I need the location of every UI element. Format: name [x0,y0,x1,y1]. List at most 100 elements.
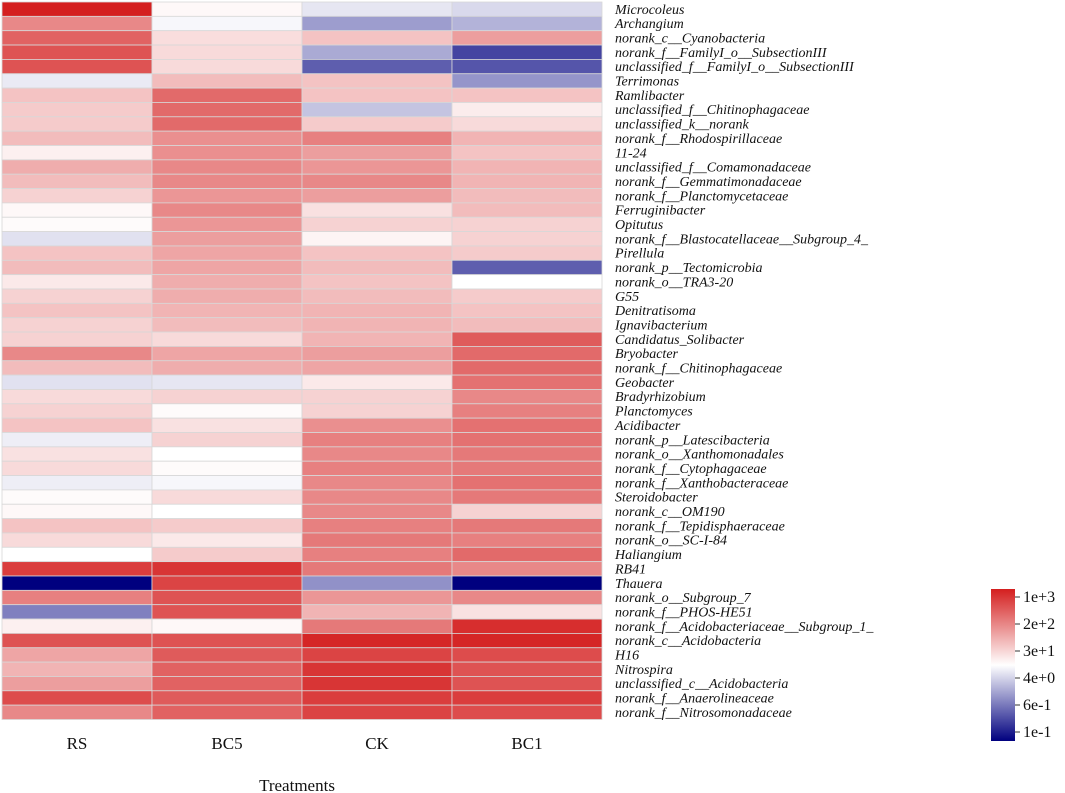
heatmap-cell [301,532,453,548]
x-axis-title: Treatments [259,776,335,793]
heatmap-cell [451,374,603,390]
heatmap-cell [301,446,453,462]
heatmap-cell [451,102,603,118]
heatmap-cell [151,704,303,720]
heatmap-cell [301,604,453,620]
column-label: BC5 [211,734,242,753]
heatmap-cell [451,44,603,60]
heatmap-cell [151,618,303,634]
heatmap-cell [451,446,603,462]
heatmap-cell [301,575,453,591]
row-label: Bryobacter [615,347,679,362]
row-label: norank_f__PHOS-HE51 [615,605,753,620]
row-label: norank_f__Chitinophagaceae [615,362,782,377]
heatmap-cell [301,87,453,103]
heatmap-cell [151,561,303,577]
heatmap-cell [301,589,453,606]
row-label: Ignavibacterium [614,318,708,333]
heatmap-cell [301,460,453,476]
heatmap-cell [1,145,153,161]
heatmap-cell [451,518,603,534]
heatmap-cell [151,102,303,118]
heatmap-cell [451,475,603,491]
heatmap-cell [451,15,603,32]
heatmap-cell [151,216,303,233]
heatmap-cell [301,546,453,563]
heatmap-cell [301,130,453,146]
heatmap-cell [151,259,303,276]
row-label: norank_f__Planctomycetaceae [615,189,788,204]
heatmap-cell [1,446,153,462]
heatmap-cell [151,317,303,333]
heatmap-cell [151,604,303,620]
heatmap-cell [151,360,303,376]
heatmap-cell [451,216,603,233]
heatmap-cell [1,288,153,304]
heatmap-cell [1,102,153,118]
row-label: Archangium [614,17,684,32]
heatmap-cell [151,403,303,419]
row-label: norank_o__Xanthomonadales [615,448,784,463]
row-label: unclassified_f__Comamonadaceae [615,161,811,176]
heatmap-cells [1,1,603,720]
heatmap-cell [1,389,153,405]
row-label: norank_o__Subgroup_7 [615,591,752,606]
heatmap-cell [301,15,453,32]
heatmap-cell [151,489,303,505]
heatmap-cell [1,417,153,433]
heatmap-cell [151,188,303,204]
heatmap-cell [451,288,603,304]
heatmap-cell [451,345,603,362]
row-label: unclassified_c__Acidobacteria [615,677,788,692]
heatmap-cell [451,188,603,204]
row-label: norank_f__Rhodospirillaceae [615,132,782,147]
heatmap-cell [151,518,303,534]
heatmap-cell [451,73,603,89]
heatmap-cell [151,661,303,677]
heatmap-cell [1,676,153,692]
color-legend: 1e+3 2e+2 3e+1 4e+0 6e-1 1e-1 [991,589,1055,741]
heatmap-cell [1,116,153,132]
heatmap-cell [151,647,303,663]
legend-label: 1e-1 [1023,724,1051,741]
row-label: Candidatus_Solibacter [615,333,745,348]
legend-label: 4e+0 [1023,670,1055,687]
heatmap-cell [151,460,303,476]
row-label: unclassified_f__Chitinophagaceae [615,103,809,118]
row-label: norank_f__Nitrosomonadaceae [615,706,792,721]
heatmap-cell [151,417,303,433]
legend-label: 6e-1 [1023,697,1051,714]
heatmap-cell [301,30,453,46]
heatmap-cell [451,360,603,376]
heatmap-cell [451,661,603,677]
heatmap-cell [451,173,603,189]
heatmap-cell [301,503,453,520]
row-label: unclassified_k__norank [615,118,750,133]
row-label: norank_f__Blastocatellaceae__Subgroup_4_ [615,232,869,247]
row-label: Haliangium [614,548,682,563]
heatmap-cell [451,130,603,146]
heatmap-cell [451,59,603,75]
heatmap-cell [301,231,453,247]
heatmap-cell [301,317,453,333]
heatmap-cell [151,331,303,347]
heatmap-cell [301,145,453,161]
heatmap-cell [451,245,603,261]
heatmap-cell [451,389,603,405]
heatmap-cell [451,489,603,505]
heatmap-cell [451,145,603,161]
row-label: Terrimonas [615,75,680,90]
heatmap-cell [151,87,303,103]
heatmap-cell [301,245,453,261]
row-label: Ferruginibacter [614,204,706,219]
heatmap-cell [151,130,303,146]
heatmap-cell [151,274,303,290]
heatmap-cell [451,302,603,319]
heatmap-cell [301,188,453,204]
heatmap-cell [301,389,453,405]
row-label: Denitratisoma [614,304,696,319]
row-label: norank_o__TRA3-20 [615,275,733,290]
heatmap-cell [301,59,453,75]
row-label: H16 [614,649,639,664]
heatmap-cell [301,302,453,319]
